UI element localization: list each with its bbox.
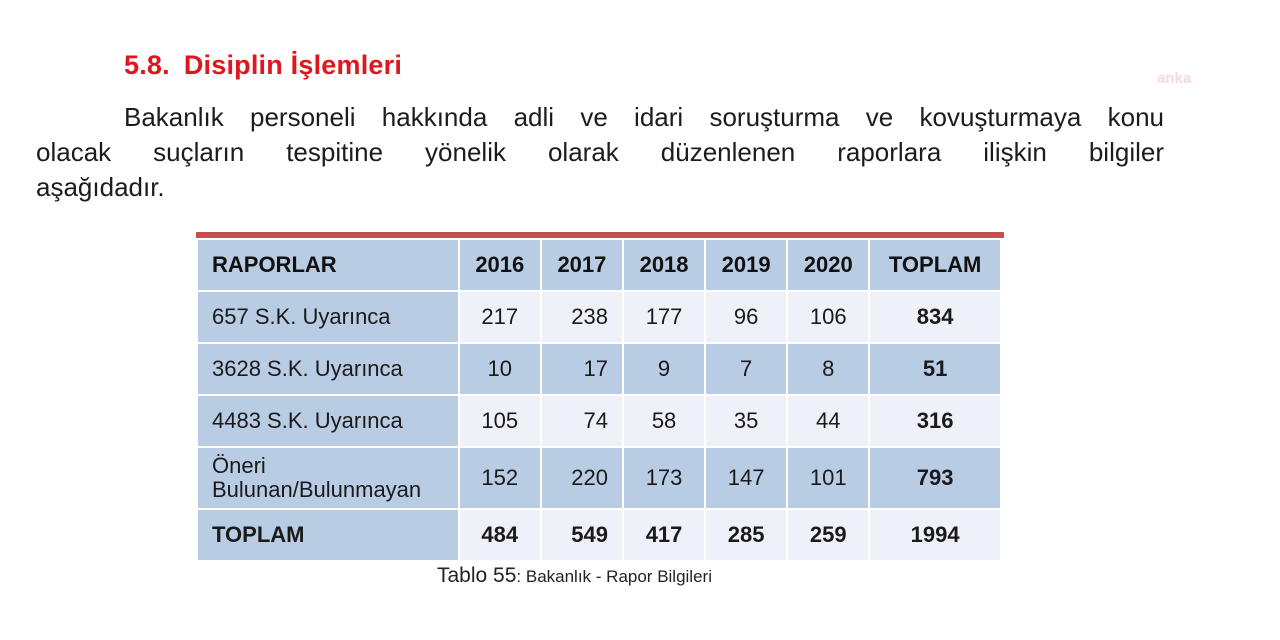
cell: 35	[704, 394, 789, 448]
paragraph-line: aşağıdadır.	[36, 172, 165, 202]
cell: 74	[539, 394, 625, 448]
cell: 7	[704, 342, 789, 396]
row-label: 3628 S.K. Uyarınca	[196, 342, 460, 396]
cell: 259	[786, 508, 871, 562]
section-heading: 5.8. Disiplin İşlemleri	[124, 50, 402, 81]
header-raporlar: RAPORLAR	[196, 238, 460, 292]
table-total-row: TOPLAM 484 549 417 285 259 1994	[196, 508, 1002, 562]
cell: 10	[457, 342, 542, 396]
header-2016: 2016	[457, 238, 542, 292]
cell: 177	[622, 290, 707, 344]
row-total: 834	[868, 290, 1002, 344]
cell: 417	[622, 508, 707, 562]
body-paragraph: Bakanlık personeli hakkında adli ve idar…	[36, 100, 1164, 205]
table-header-row: RAPORLAR 2016 2017 2018 2019 2020 TOPLAM	[196, 238, 1002, 292]
cell: 106	[786, 290, 871, 344]
cell: 238	[539, 290, 625, 344]
cell: 101	[786, 446, 871, 510]
table-row: Öneri Bulunan/Bulunmayan 152 220 173 147…	[196, 446, 1002, 510]
cell: 285	[704, 508, 789, 562]
paragraph-line: olacak suçların tespitine yönelik olarak…	[36, 137, 1164, 167]
header-2017: 2017	[539, 238, 625, 292]
header-2018: 2018	[622, 238, 707, 292]
header-toplam: TOPLAM	[868, 238, 1002, 292]
cell: 105	[457, 394, 542, 448]
cell: 152	[457, 446, 542, 510]
paragraph-line: Bakanlık personeli hakkında adli ve idar…	[124, 102, 1164, 132]
cell: 549	[539, 508, 625, 562]
cell: 58	[622, 394, 707, 448]
cell: 220	[539, 446, 625, 510]
table-row: 3628 S.K. Uyarınca 10 17 9 7 8 51	[196, 342, 1002, 396]
cell: 17	[539, 342, 625, 396]
row-total: 316	[868, 394, 1002, 448]
section-title: Disiplin İşlemleri	[183, 50, 403, 80]
cell: 96	[704, 290, 789, 344]
row-total: 51	[868, 342, 1002, 396]
row-label: TOPLAM	[196, 508, 460, 562]
report-table: RAPORLAR 2016 2017 2018 2019 2020 TOPLAM…	[196, 232, 1004, 562]
row-label-line: Öneri	[212, 453, 266, 478]
table-top-bar	[196, 232, 1004, 238]
caption-text: : Bakanlık - Rapor Bilgileri	[516, 567, 712, 586]
section-number: 5.8.	[124, 50, 170, 80]
caption-prefix: Tablo 55	[437, 564, 517, 587]
cell: 147	[704, 446, 789, 510]
table-caption: Tablo 55: Bakanlık - Rapor Bilgileri	[437, 564, 712, 588]
grand-total: 1994	[868, 508, 1002, 562]
header-2019: 2019	[704, 238, 789, 292]
cell: 44	[786, 394, 871, 448]
cell: 484	[457, 508, 542, 562]
cell: 8	[786, 342, 871, 396]
table-row: 657 S.K. Uyarınca 217 238 177 96 106 834	[196, 290, 1002, 344]
watermark: anka	[1157, 70, 1192, 87]
cell: 9	[622, 342, 707, 396]
row-label: 4483 S.K. Uyarınca	[196, 394, 460, 448]
cell: 173	[622, 446, 707, 510]
row-label-line: Bulunan/Bulunmayan	[212, 477, 422, 502]
table-row: 4483 S.K. Uyarınca 105 74 58 35 44 316	[196, 394, 1002, 448]
cell: 217	[457, 290, 542, 344]
header-2020: 2020	[786, 238, 871, 292]
row-label: 657 S.K. Uyarınca	[196, 290, 460, 344]
row-total: 793	[868, 446, 1002, 510]
row-label: Öneri Bulunan/Bulunmayan	[196, 446, 460, 510]
